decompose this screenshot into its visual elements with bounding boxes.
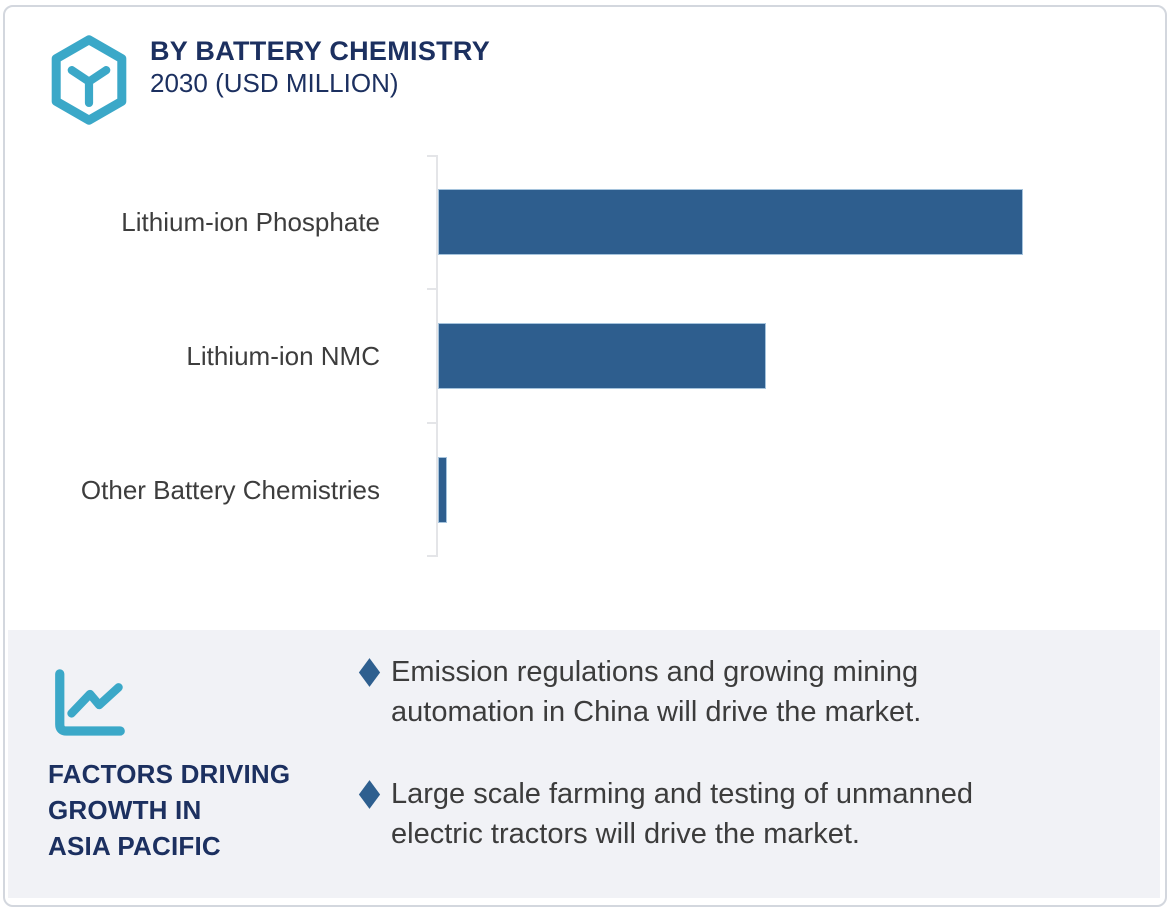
bar bbox=[438, 189, 1023, 255]
chart-header: BY BATTERY CHEMISTRY 2030 (USD MILLION) bbox=[150, 35, 490, 99]
diamond-bullet-icon bbox=[358, 780, 381, 809]
category-label: Other Battery Chemistries bbox=[80, 474, 380, 505]
chart-subtitle: 2030 (USD MILLION) bbox=[150, 68, 399, 98]
list-item: Emission regulations and growing mining … bbox=[358, 652, 1130, 732]
axis-tick bbox=[427, 155, 437, 157]
factors-heading: FACTORS DRIVING GROWTH IN ASIA PACIFIC bbox=[48, 759, 291, 861]
line-chart-icon bbox=[55, 669, 125, 736]
infographic-card: BY BATTERY CHEMISTRY 2030 (USD MILLION) … bbox=[3, 5, 1167, 907]
diamond-bullet-icon bbox=[358, 658, 381, 687]
bullet-text: Large scale farming and testing of unman… bbox=[391, 778, 973, 850]
axis-tick bbox=[427, 288, 437, 290]
list-item: Large scale farming and testing of unman… bbox=[358, 774, 1130, 854]
chart-row: Lithium-ion NMC bbox=[5, 289, 1155, 423]
factors-panel: FACTORS DRIVING GROWTH IN ASIA PACIFIC E… bbox=[8, 630, 1160, 898]
hexagon-cube-icon bbox=[51, 35, 127, 125]
y-axis-line bbox=[436, 155, 438, 557]
bullet-text: Emission regulations and growing mining … bbox=[391, 656, 922, 728]
factors-bullet-list: Emission regulations and growing mining … bbox=[358, 652, 1130, 854]
axis-tick bbox=[427, 422, 437, 424]
category-label: Lithium-ion Phosphate bbox=[121, 206, 380, 237]
axis-tick bbox=[427, 555, 437, 557]
bar bbox=[438, 323, 766, 389]
chart-title: BY BATTERY CHEMISTRY bbox=[150, 36, 491, 66]
chart-row: Lithium-ion Phosphate bbox=[5, 155, 1155, 289]
factors-panel-left: FACTORS DRIVING GROWTH IN ASIA PACIFIC bbox=[48, 666, 338, 864]
category-label: Lithium-ion NMC bbox=[186, 340, 380, 371]
bar-chart: Lithium-ion Phosphate Lithium-ion NMC Othe… bbox=[5, 155, 1155, 565]
bar-chart-rows: Lithium-ion Phosphate Lithium-ion NMC Othe… bbox=[5, 155, 1155, 557]
chart-row: Other Battery Chemistries bbox=[5, 423, 1155, 557]
bar bbox=[438, 457, 447, 523]
